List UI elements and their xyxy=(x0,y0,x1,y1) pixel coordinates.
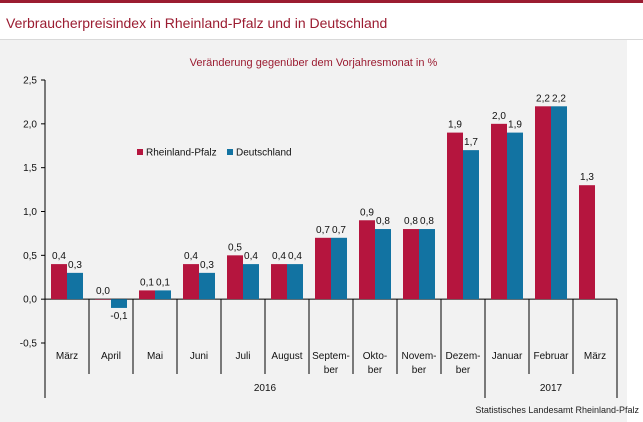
x-tick-label: März xyxy=(56,351,78,362)
bar-rheinland-pfalz xyxy=(491,123,507,300)
bar-rheinland-pfalz xyxy=(315,237,331,300)
bar-chart: -0,50,00,51,01,52,02,50,40,00,10,40,50,4… xyxy=(20,76,618,398)
x-tick-label: Novem- xyxy=(401,351,436,362)
x-tick-label: Okto- xyxy=(363,351,387,362)
x-tick-label: März xyxy=(584,351,606,362)
data-label: 0,4 xyxy=(184,251,198,262)
bar-deutschland xyxy=(507,132,523,300)
data-label: 2,0 xyxy=(492,111,506,122)
y-tick-label: 1,5 xyxy=(23,163,37,174)
data-label: -0,1 xyxy=(110,311,128,322)
data-label: 0,5 xyxy=(228,242,242,253)
data-label: 1,7 xyxy=(464,137,478,148)
x-tick-label: Juli xyxy=(235,351,250,362)
y-tick-label: 2,0 xyxy=(23,119,37,130)
x-tick-label: Februar xyxy=(533,351,569,362)
data-label: 0,8 xyxy=(376,216,390,227)
source-note: Statistisches Landesamt Rheinland-Pfalz xyxy=(475,405,639,415)
x-tick-label: Dezem- xyxy=(445,351,480,362)
legend-swatch xyxy=(137,149,143,155)
bar-deutschland xyxy=(199,272,215,300)
x-tick-label: ber xyxy=(368,365,383,376)
bar-deutschland xyxy=(287,264,303,300)
y-tick-label: 0,0 xyxy=(23,295,37,306)
bar-deutschland xyxy=(463,150,479,300)
bar-rheinland-pfalz xyxy=(359,220,375,300)
data-label: 0,7 xyxy=(332,225,346,236)
bar-rheinland-pfalz xyxy=(183,264,199,300)
bar-deutschland xyxy=(155,290,171,300)
bar-deutschland xyxy=(551,106,567,300)
bar-rheinland-pfalz xyxy=(51,264,67,300)
bar-rheinland-pfalz xyxy=(95,299,111,300)
data-label: 1,3 xyxy=(580,172,594,183)
header: Verbraucherpreisindex in Rheinland-Pfalz… xyxy=(0,3,643,40)
data-label: 0,4 xyxy=(272,251,286,262)
bar-deutschland xyxy=(331,237,347,300)
bar-deutschland xyxy=(111,299,127,308)
data-label: 0,9 xyxy=(360,207,374,218)
top-accent-bar xyxy=(0,0,643,3)
data-label: 2,2 xyxy=(552,93,566,104)
bar-rheinland-pfalz xyxy=(271,264,287,300)
data-label: 0,3 xyxy=(200,260,214,271)
data-label: 1,9 xyxy=(508,120,522,131)
data-label: 0,0 xyxy=(96,286,110,297)
y-tick-label: 2,5 xyxy=(23,76,37,87)
bar-rheinland-pfalz xyxy=(579,185,595,300)
year-label: 2016 xyxy=(254,383,277,394)
data-label: 0,1 xyxy=(156,277,170,288)
data-label: 0,4 xyxy=(288,251,302,262)
year-label: 2017 xyxy=(540,383,563,394)
bar-deutschland xyxy=(419,229,435,300)
bar-deutschland xyxy=(375,229,391,300)
data-label: 0,8 xyxy=(404,216,418,227)
x-tick-label: Septem- xyxy=(312,351,350,362)
x-tick-label: Januar xyxy=(492,351,523,362)
bar-rheinland-pfalz xyxy=(535,106,551,300)
data-label: 0,4 xyxy=(244,251,258,262)
legend-label: Rheinland-Pfalz xyxy=(146,148,217,159)
bar-rheinland-pfalz xyxy=(447,132,463,300)
x-tick-label: Mai xyxy=(147,351,163,362)
legend-swatch xyxy=(227,149,233,155)
x-tick-label: ber xyxy=(412,365,427,376)
data-label: 0,1 xyxy=(140,277,154,288)
data-label: 0,4 xyxy=(52,251,66,262)
data-label: 0,7 xyxy=(316,225,330,236)
legend-label: Deutschland xyxy=(236,148,292,159)
page-title: Verbraucherpreisindex in Rheinland-Pfalz… xyxy=(6,15,388,31)
x-tick-label: August xyxy=(271,351,302,362)
data-label: 1,9 xyxy=(448,120,462,131)
y-tick-label: 1,0 xyxy=(23,207,37,218)
y-tick-label: -0,5 xyxy=(20,339,38,350)
bar-rheinland-pfalz xyxy=(403,229,419,300)
data-label: 0,3 xyxy=(68,260,82,271)
bar-rheinland-pfalz xyxy=(227,255,243,300)
x-tick-label: Juni xyxy=(190,351,208,362)
data-label: 0,8 xyxy=(420,216,434,227)
x-tick-label: ber xyxy=(324,365,339,376)
chart-subtitle: Veränderung gegenüber dem Vorjahresmonat… xyxy=(189,57,438,69)
x-tick-label: ber xyxy=(456,365,471,376)
bar-deutschland xyxy=(67,272,83,300)
bar-rheinland-pfalz xyxy=(139,290,155,300)
y-tick-label: 0,5 xyxy=(23,251,37,262)
bar-deutschland xyxy=(243,264,259,300)
x-tick-label: April xyxy=(101,351,121,362)
data-label: 2,2 xyxy=(536,93,550,104)
